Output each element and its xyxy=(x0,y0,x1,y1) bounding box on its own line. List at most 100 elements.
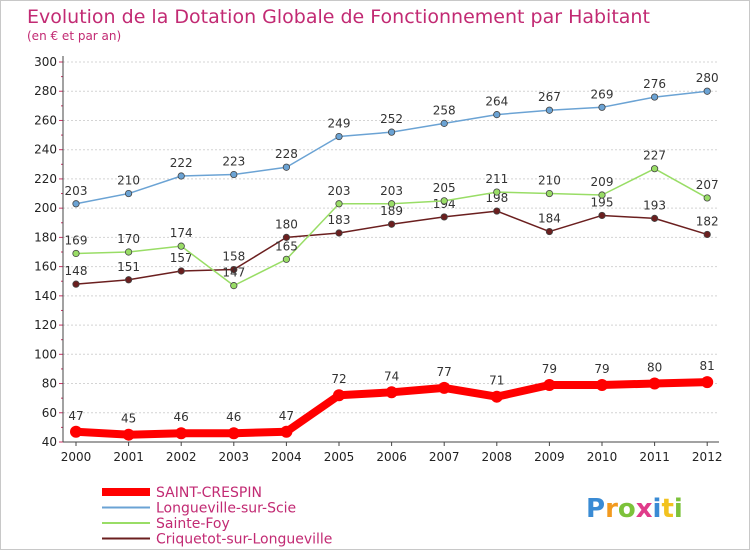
point-3-6 xyxy=(387,220,396,228)
data-label-2-1: 170 xyxy=(117,232,140,246)
ytick-label-120: 120 xyxy=(34,318,57,332)
chart-title: Evolution de la Dotation Globale de Fonc… xyxy=(27,6,650,28)
data-label-0-8: 71 xyxy=(489,374,504,388)
ytick-label-300: 300 xyxy=(34,55,57,69)
logo-letter-p: P xyxy=(586,494,605,524)
chart-subtitle: (en € et par an) xyxy=(27,29,121,43)
ytick-label-140: 140 xyxy=(34,289,57,303)
data-label-1-5: 249 xyxy=(328,117,351,131)
point-3-10 xyxy=(598,211,606,220)
data-label-3-4: 180 xyxy=(275,217,298,231)
point-2-4 xyxy=(282,255,290,263)
ytick-label-280: 280 xyxy=(34,84,57,98)
data-label-2-12: 207 xyxy=(696,178,719,192)
data-label-3-11: 193 xyxy=(643,198,666,212)
data-label-1-11: 276 xyxy=(643,77,666,91)
data-label-3-12: 182 xyxy=(696,214,719,228)
point-0-12 xyxy=(701,376,714,389)
legend-label-0: SAINT-CRESPIN xyxy=(156,485,262,501)
data-label-3-10: 195 xyxy=(591,195,614,209)
point-2-10 xyxy=(598,191,606,199)
xtick-label-2005: 2005 xyxy=(324,450,355,464)
data-label-1-4: 228 xyxy=(275,147,298,161)
point-1-6 xyxy=(387,128,396,136)
data-label-0-4: 47 xyxy=(279,409,294,423)
data-label-0-1: 45 xyxy=(121,412,136,426)
data-label-0-7: 77 xyxy=(437,365,452,379)
point-1-1 xyxy=(125,189,133,198)
point-1-3 xyxy=(230,170,238,179)
data-label-2-11: 227 xyxy=(643,149,666,163)
point-0-10 xyxy=(596,379,608,391)
point-3-3 xyxy=(230,265,238,274)
ytick-label-160: 160 xyxy=(34,260,57,274)
ytick-label-260: 260 xyxy=(34,113,57,127)
data-label-1-12: 280 xyxy=(696,71,719,85)
xtick-label-2000: 2000 xyxy=(61,450,92,464)
point-3-1 xyxy=(125,276,133,284)
point-2-9 xyxy=(545,189,554,198)
xtick-label-2010: 2010 xyxy=(587,450,618,464)
legend-label-1: Longueville-sur-Scie xyxy=(156,501,296,517)
data-label-2-3: 147 xyxy=(222,266,245,280)
legend-label-3: Criquetot-sur-Longueville xyxy=(156,532,332,548)
point-1-11 xyxy=(650,93,659,101)
data-label-0-2: 46 xyxy=(174,410,189,424)
point-0-2 xyxy=(175,427,188,440)
data-label-2-5: 203 xyxy=(328,184,351,198)
logo-text: Proxiti xyxy=(586,494,683,524)
point-0-3 xyxy=(227,427,240,440)
data-label-3-6: 189 xyxy=(380,204,403,218)
data-label-1-6: 252 xyxy=(380,112,403,126)
point-0-11 xyxy=(648,377,661,390)
logo-letter-i: i xyxy=(653,494,662,524)
logo-letter-x: x xyxy=(636,494,653,524)
data-label-0-12: 81 xyxy=(700,359,715,373)
point-2-12 xyxy=(703,194,711,202)
point-0-9 xyxy=(543,379,556,391)
point-1-9 xyxy=(545,106,554,114)
xtick-label-2001: 2001 xyxy=(113,450,144,464)
point-2-6 xyxy=(387,200,396,208)
data-label-3-5: 183 xyxy=(328,213,351,227)
legend: SAINT-CRESPINLongueville-sur-ScieSainte-… xyxy=(102,485,332,548)
xtick-label-2007: 2007 xyxy=(429,450,460,464)
point-2-5 xyxy=(335,200,343,208)
data-label-1-1: 210 xyxy=(117,174,140,188)
point-2-1 xyxy=(125,248,133,256)
data-label-0-6: 74 xyxy=(384,369,399,383)
data-label-1-0: 203 xyxy=(65,184,88,198)
ytick-label-200: 200 xyxy=(34,201,57,215)
data-label-1-10: 269 xyxy=(591,87,614,101)
xtick-label-2002: 2002 xyxy=(166,450,197,464)
data-label-1-2: 222 xyxy=(170,156,193,170)
xtick-label-2012: 2012 xyxy=(692,450,723,464)
point-3-8 xyxy=(493,207,501,215)
point-1-12 xyxy=(703,87,711,95)
data-label-3-1: 151 xyxy=(117,260,140,274)
data-label-2-10: 209 xyxy=(591,175,614,189)
data-label-3-2: 157 xyxy=(170,251,193,265)
point-2-7 xyxy=(440,197,448,205)
point-1-8 xyxy=(493,111,501,119)
data-label-1-9: 267 xyxy=(538,90,561,104)
logo-letter-o: o xyxy=(618,494,636,524)
axis-layer: 40 60 80 100 120 140 160 180 200 220 240 260 280 300 2… xyxy=(34,55,722,464)
logo-letter-r: r xyxy=(605,494,618,524)
logo-letter-i2: i xyxy=(674,494,683,524)
point-3-4 xyxy=(282,233,290,241)
point-0-0 xyxy=(70,425,82,438)
point-1-7 xyxy=(440,119,448,127)
xtick-label-2011: 2011 xyxy=(639,450,670,464)
data-label-2-4: 165 xyxy=(275,239,298,253)
point-3-2 xyxy=(177,267,185,275)
xtick-label-2008: 2008 xyxy=(482,450,513,464)
xtick-label-2009: 2009 xyxy=(534,450,565,464)
point-3-12 xyxy=(703,230,711,239)
point-3-9 xyxy=(545,227,554,236)
xtick-label-2006: 2006 xyxy=(376,450,407,464)
point-1-2 xyxy=(177,172,185,180)
logo-letter-t: t xyxy=(661,494,673,524)
